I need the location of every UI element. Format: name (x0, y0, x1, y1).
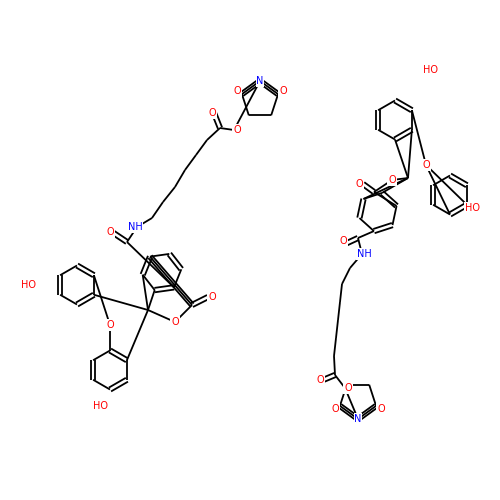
Text: HO: HO (92, 401, 108, 411)
Text: O: O (233, 125, 241, 135)
Text: O: O (339, 236, 347, 246)
Text: NH: NH (356, 249, 372, 259)
Text: O: O (171, 317, 179, 327)
Text: O: O (378, 404, 385, 414)
Text: O: O (422, 160, 430, 170)
Text: O: O (355, 179, 363, 189)
Text: N: N (354, 414, 362, 424)
Text: O: O (316, 375, 324, 385)
Text: N: N (256, 76, 264, 86)
Text: O: O (331, 404, 338, 414)
Text: HO: HO (21, 280, 36, 290)
Text: O: O (208, 292, 216, 302)
Text: O: O (208, 108, 216, 118)
Text: HO: HO (464, 203, 479, 213)
Text: O: O (344, 383, 352, 393)
Text: O: O (106, 227, 114, 237)
Text: HO: HO (422, 65, 438, 75)
Text: O: O (106, 320, 114, 330)
Text: O: O (388, 175, 396, 185)
Text: O: O (233, 86, 240, 96)
Text: NH: NH (128, 222, 142, 232)
Text: O: O (280, 86, 287, 96)
